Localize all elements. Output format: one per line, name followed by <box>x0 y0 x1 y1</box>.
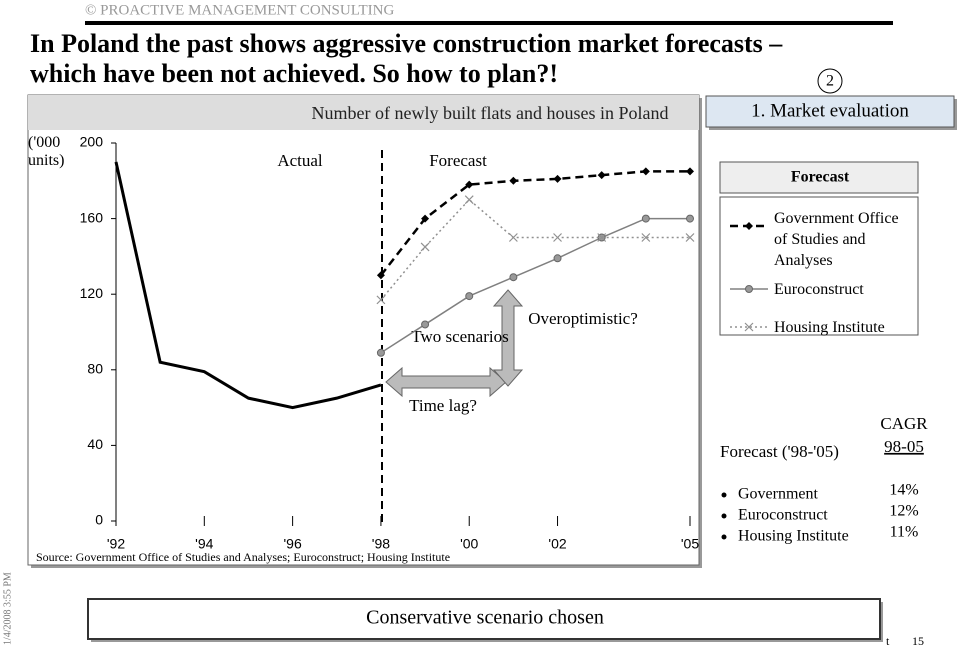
marker <box>421 214 430 223</box>
marker <box>641 233 651 242</box>
x-tick-label: '94 <box>195 536 213 552</box>
x-tick-label: '02 <box>548 536 566 552</box>
marker <box>685 233 695 242</box>
title-line: which have been not achieved. So how to … <box>30 59 558 88</box>
y-axis-label: ('000 units) <box>28 134 65 169</box>
cagr-header: CAGR <box>880 414 928 433</box>
marker <box>744 322 754 332</box>
legend-label: Euroconstruct <box>774 281 864 298</box>
x-tick-label: '00 <box>460 536 478 552</box>
marker <box>553 233 562 242</box>
marker <box>509 273 518 282</box>
actual-label: Actual <box>277 151 323 170</box>
chart-title: Number of newly built flats and houses i… <box>312 103 669 123</box>
y-tick-label: 40 <box>87 436 103 452</box>
cagr-value: 14% <box>889 482 918 499</box>
time-lag-label: Time lag? <box>409 396 477 415</box>
series-line <box>114 161 382 410</box>
marker <box>553 254 562 263</box>
cagr-label: Forecast ('98-'05) <box>720 442 839 461</box>
legend-label: Housing Institute <box>774 319 885 336</box>
marker <box>465 292 474 301</box>
cagr-name: Government <box>738 486 819 503</box>
y-tick-label: 160 <box>80 209 104 225</box>
scenario-arrow <box>492 289 524 387</box>
title-line: In Poland the past shows aggressive cons… <box>30 29 783 58</box>
cagr-period: 98-05 <box>884 437 924 456</box>
x-tick-label: '92 <box>107 536 125 552</box>
y-tick-label: 120 <box>80 285 104 301</box>
brand: © PROACTIVE MANAGEMENT CONSULTING <box>85 2 394 18</box>
source: Source: Government Office of Studies and… <box>36 550 450 564</box>
cagr-value: 11% <box>890 524 919 541</box>
x-tick-label: '96 <box>283 536 301 552</box>
marker <box>553 174 562 183</box>
conclusion-box <box>87 598 881 640</box>
marker <box>686 214 694 223</box>
marker <box>597 171 606 180</box>
overoptimistic-label: Overoptimistic? <box>528 309 638 328</box>
cagr-name: Housing Institute <box>738 528 849 545</box>
marker <box>745 222 753 230</box>
conclusion: Conservative scenario chosen <box>366 607 604 629</box>
chart-header <box>28 95 699 130</box>
panel-title-box <box>705 95 955 128</box>
date: 1/4/2008 3:55 PM <box>2 572 13 645</box>
legend-box <box>719 196 919 336</box>
chart-frame <box>27 94 700 566</box>
y-tick-label: 80 <box>87 361 103 377</box>
marker <box>376 271 385 280</box>
series-line <box>379 170 690 277</box>
bullet <box>721 513 727 519</box>
forecast-header-box <box>719 161 919 194</box>
page-fragment: t <box>886 634 890 648</box>
y-tick-label: 200 <box>80 134 104 150</box>
marker <box>376 348 385 357</box>
marker <box>686 167 694 176</box>
marker <box>509 176 518 185</box>
cagr-value: 12% <box>889 503 918 520</box>
marker <box>376 295 386 305</box>
marker <box>508 233 518 242</box>
x-tick-label: '98 <box>372 536 390 552</box>
scenarios-label: Two scenarios <box>411 327 508 346</box>
bullet <box>721 492 727 498</box>
forecast-label: Forecast <box>429 151 487 170</box>
bullet <box>721 534 727 540</box>
panel-title: 1. Market evaluation <box>751 100 909 121</box>
marker <box>464 195 474 205</box>
forecast-header: Forecast <box>791 169 850 186</box>
marker <box>641 214 650 223</box>
marker <box>465 180 474 189</box>
cagr-name: Euroconstruct <box>738 507 828 524</box>
slide-number: 2 <box>826 73 834 90</box>
marker <box>420 242 430 252</box>
marker <box>421 320 430 329</box>
series-line <box>380 198 690 301</box>
marker <box>745 285 753 293</box>
legend-label: Government Office of Studies and Analyse… <box>774 210 899 269</box>
marker <box>641 167 650 176</box>
slide-number-badge <box>817 68 843 94</box>
marker <box>597 233 607 242</box>
page-number: 15 <box>912 634 924 648</box>
x-tick-label: '05 <box>681 536 699 552</box>
y-tick-label: 0 <box>95 512 103 528</box>
series-line <box>380 217 690 354</box>
